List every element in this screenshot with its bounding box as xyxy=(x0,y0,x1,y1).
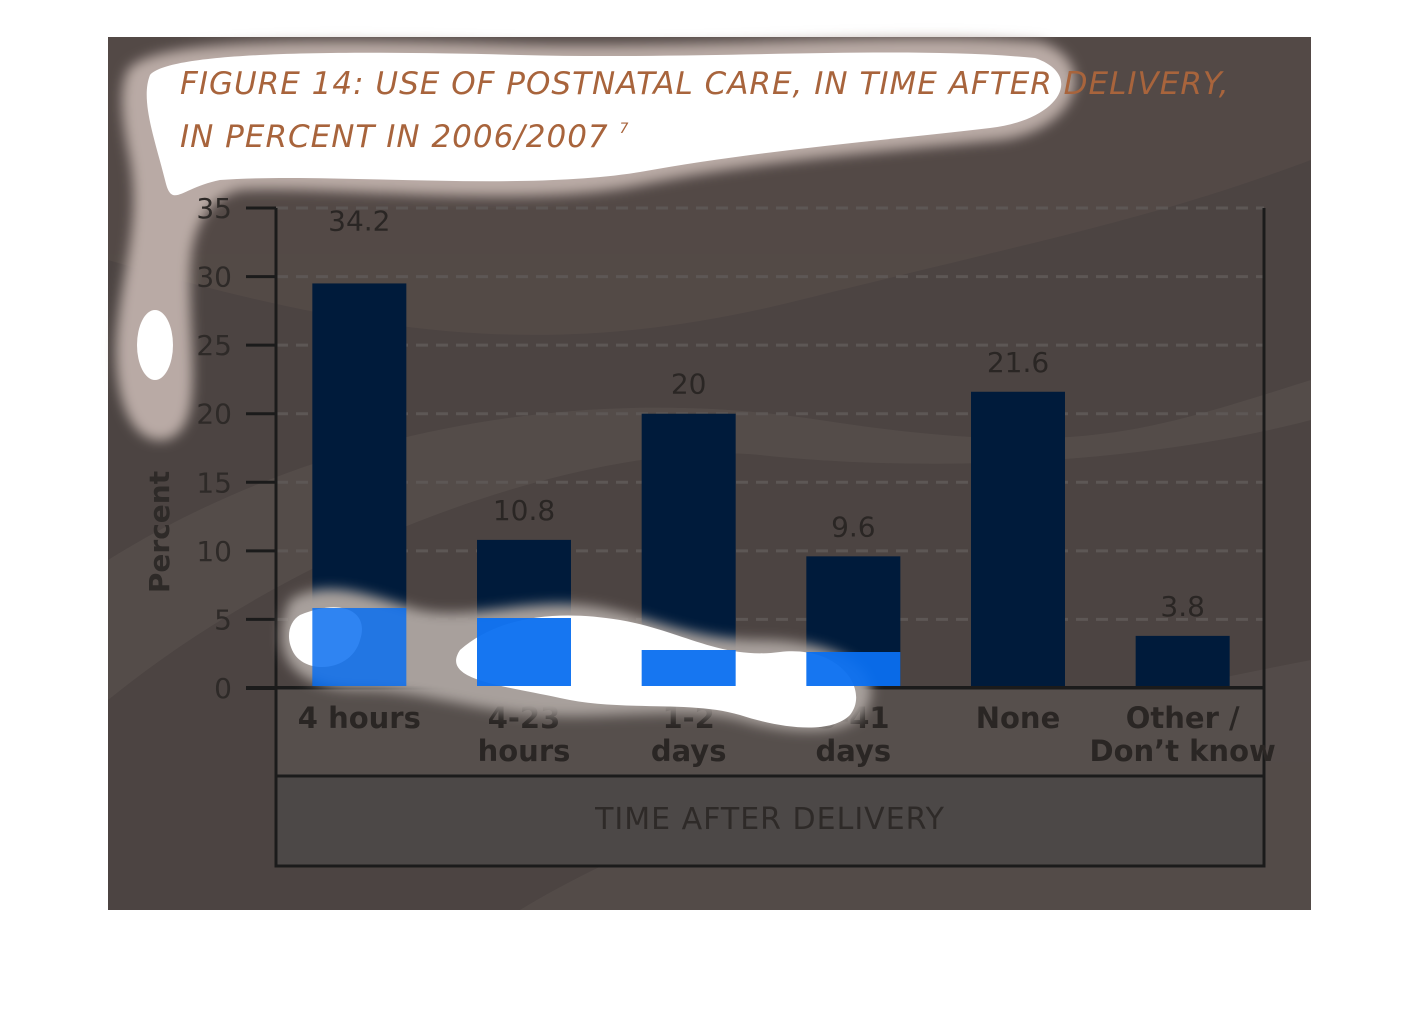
chart-title-footnote: 7 xyxy=(619,121,630,137)
data-label: 20 xyxy=(671,368,707,401)
smear-tint-over-bars xyxy=(312,608,901,686)
y-tick-label: 0 xyxy=(214,672,232,705)
bar-tint xyxy=(641,650,736,686)
data-label: 21.6 xyxy=(987,346,1049,379)
data-label: 3.8 xyxy=(1160,590,1205,623)
x-axis-title: TIME AFTER DELIVERY xyxy=(594,802,945,837)
bar xyxy=(1135,635,1230,688)
y-tick-label: 10 xyxy=(196,535,232,568)
chart-title-text: IN PERCENT IN 2006/2007 xyxy=(180,119,609,155)
title-smear xyxy=(115,38,1075,441)
value-labels: 34.2 10.8 20 9.6 21.6 3.8 xyxy=(328,205,1205,623)
data-label: 10.8 xyxy=(493,494,555,527)
y-tick-label: 5 xyxy=(214,603,232,636)
data-label: 9.6 xyxy=(831,510,876,543)
y-tick-label: 15 xyxy=(196,466,232,499)
chart-title-line-1: FIGURE 14: USE OF POSTNATAL CARE, IN TIM… xyxy=(180,66,1230,102)
y-tick-label: 25 xyxy=(196,329,232,362)
x-tick-label: None xyxy=(976,701,1061,735)
x-tick-label: days xyxy=(816,734,892,768)
x-tick-label: Other / xyxy=(1126,701,1240,735)
y-tick-labels: 0 5 10 15 20 25 30 35 xyxy=(196,192,232,705)
x-axis-title-band xyxy=(274,774,1266,868)
x-tick-label: days xyxy=(651,734,727,768)
bar-tint xyxy=(477,618,571,686)
chart-title-line-2: IN PERCENT IN 2006/2007 7 xyxy=(180,119,629,155)
bar xyxy=(971,391,1065,688)
x-tick-label: hours xyxy=(478,734,571,768)
x-tick-label: Don’t know xyxy=(1090,734,1276,768)
data-label: 34.2 xyxy=(328,205,390,238)
y-tick-label: 20 xyxy=(196,398,232,431)
y-tick-label: 35 xyxy=(196,192,232,225)
bar-tint xyxy=(806,652,901,686)
y-tick-label: 30 xyxy=(196,261,232,294)
bar-tint xyxy=(312,608,407,686)
y-axis-title: Percent xyxy=(143,471,176,593)
x-tick-label: 4 hours xyxy=(298,701,421,735)
